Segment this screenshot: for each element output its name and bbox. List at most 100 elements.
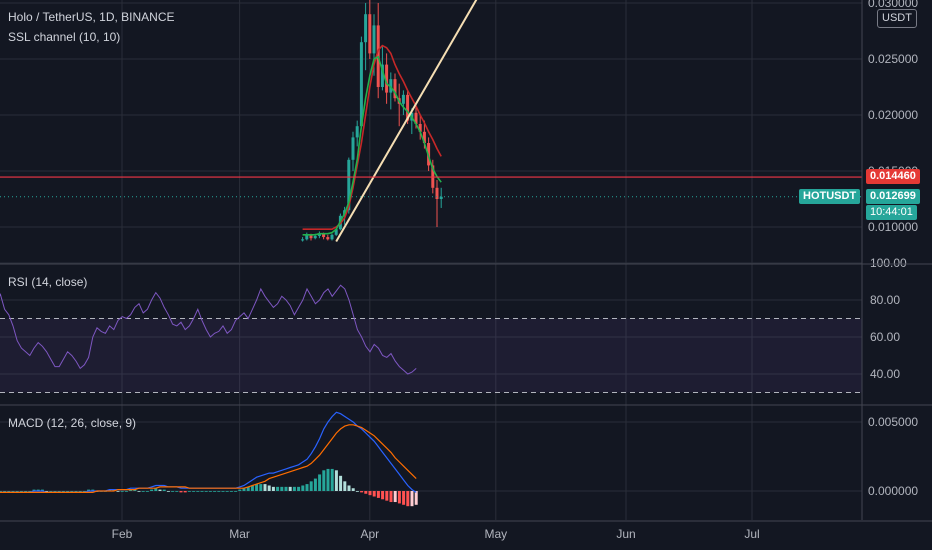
candle-body[interactable] [368, 14, 372, 54]
candle-body[interactable] [380, 64, 384, 87]
candles [301, 0, 487, 243]
macd-histogram-bar [82, 491, 86, 492]
macd-histogram-bar [70, 491, 74, 492]
macd-histogram-bar [309, 481, 313, 491]
macd-histogram-bar [32, 489, 36, 491]
macd-histogram-bar [339, 475, 343, 491]
candle-body[interactable] [401, 94, 405, 104]
macd-histogram-bar [137, 491, 141, 492]
macd-histogram-bar [297, 486, 301, 491]
time-axis-label: Apr [360, 527, 379, 541]
candle-body[interactable] [330, 234, 334, 240]
ssl-down-line[interactable] [302, 44, 442, 230]
time-axis-label: Jul [744, 527, 759, 541]
macd-histogram-bar [57, 491, 61, 492]
candle-body[interactable] [364, 14, 368, 43]
macd-histogram-bar [145, 491, 149, 492]
candle-body[interactable] [393, 79, 397, 99]
candle-body[interactable] [422, 131, 426, 143]
macd-histogram-bar [225, 491, 229, 492]
candle-body[interactable] [406, 94, 410, 121]
candle-body[interactable] [317, 233, 321, 236]
rsi-label[interactable]: RSI (14, close) [8, 275, 88, 289]
candle-body[interactable] [389, 79, 393, 93]
macd-histogram-bar [24, 491, 28, 492]
macd-histogram-bar [292, 486, 296, 491]
candle-body[interactable] [326, 237, 330, 240]
macd-histogram-bar [305, 484, 309, 491]
macd-histogram-bar [171, 491, 175, 492]
macd-histogram-bar [330, 468, 334, 491]
macd-histogram-bar [154, 488, 158, 491]
rsi-line[interactable] [0, 284, 417, 375]
macd-histogram-bar [255, 484, 259, 491]
ssl-up-line[interactable] [302, 55, 442, 236]
macd-histogram-bar [267, 485, 271, 491]
macd-histogram-bar [355, 491, 359, 492]
macd-histogram-bar [351, 488, 355, 491]
macd-histogram-bar [116, 491, 120, 492]
candle-body[interactable] [351, 137, 355, 160]
candle-body[interactable] [347, 159, 351, 211]
macd-histogram-bar [360, 491, 364, 493]
trendline[interactable] [335, 0, 487, 243]
time-axis-label: Mar [229, 527, 250, 541]
candle-body[interactable] [355, 126, 359, 138]
time-axis-label: Feb [112, 527, 133, 541]
macd-histogram-bar [213, 491, 217, 492]
macd-histogram-bar [28, 491, 32, 492]
candle-body[interactable] [439, 196, 443, 199]
macd-histogram-bar [376, 491, 380, 498]
macd-histogram-bar [78, 491, 82, 492]
macd-histogram-bar [112, 489, 116, 491]
macd-histogram-bar [158, 489, 162, 491]
signal-line[interactable] [0, 424, 417, 493]
candle-body[interactable] [372, 25, 376, 54]
ssl-indicator-label[interactable]: SSL channel (10, 10) [8, 30, 121, 44]
rsi-band-fill [0, 318, 862, 393]
macd-histogram-bar [229, 491, 233, 492]
macd-histogram-bar [385, 491, 389, 501]
price-pane[interactable] [0, 0, 862, 243]
currency-button[interactable]: USDT [877, 9, 917, 28]
macd-pane[interactable] [0, 411, 418, 507]
rsi-pane[interactable] [0, 284, 862, 393]
candle-body[interactable] [313, 235, 317, 239]
macd-histogram-bar [187, 491, 191, 492]
macd-histogram-bar [280, 486, 284, 491]
candle-body[interactable] [334, 229, 338, 235]
macd-histogram-bar [15, 491, 19, 492]
candle-body[interactable] [309, 234, 313, 239]
macd-histogram-bar [372, 491, 376, 497]
macd-histogram-bar [53, 491, 57, 492]
candle-body[interactable] [418, 123, 422, 132]
candle-body[interactable] [359, 42, 363, 127]
macd-label[interactable]: MACD (12, 26, close, 9) [8, 416, 137, 430]
candle-body[interactable] [322, 233, 326, 238]
macd-histogram-bar [393, 491, 397, 503]
candle-body[interactable] [414, 112, 418, 124]
macd-histogram-bar [221, 491, 225, 492]
candle-body[interactable] [385, 64, 389, 93]
price-tick-label: 0.010000 [868, 220, 918, 234]
candle-body[interactable] [301, 239, 305, 241]
time-axis-label: Jun [616, 527, 635, 541]
macd-histogram-bar [66, 491, 70, 492]
macd-histogram-bar [3, 491, 7, 492]
macd-histogram-bar [150, 489, 154, 491]
candle-body[interactable] [305, 234, 309, 240]
macd-histogram-bar [129, 489, 133, 491]
chart-title: Holo / TetherUS, 1D, BINANCE [8, 10, 175, 24]
macd-histogram-bar [406, 491, 410, 507]
price-tick-label: 0.025000 [868, 52, 918, 66]
rsi-tick-label: 60.00 [870, 330, 900, 344]
macd-histogram-bar [11, 491, 15, 492]
macd-histogram-bar [334, 470, 338, 491]
macd-histogram-bar [389, 491, 393, 503]
macd-tick-label: 0.000000 [868, 484, 918, 498]
macd-histogram-bar [7, 491, 11, 492]
macd-histogram-bar [141, 491, 145, 492]
candle-body[interactable] [435, 187, 439, 199]
